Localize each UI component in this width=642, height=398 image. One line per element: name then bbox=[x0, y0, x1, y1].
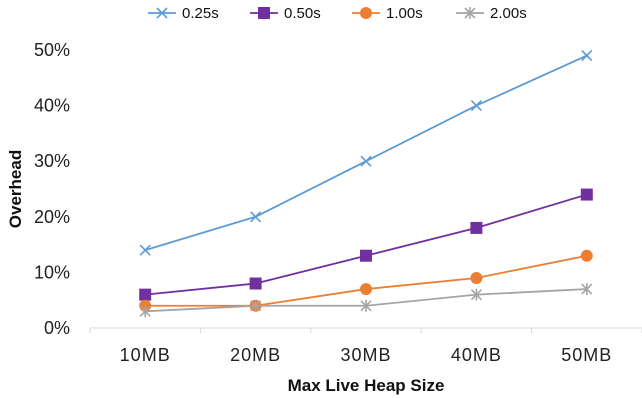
y-tick-label: 40% bbox=[34, 96, 70, 116]
data-point bbox=[580, 188, 593, 201]
data-point bbox=[249, 277, 262, 290]
data-point bbox=[470, 221, 483, 234]
legend: 0.25s 0.50s 1.00s 2.00s bbox=[148, 5, 527, 22]
y-tick-label: 0% bbox=[44, 318, 70, 338]
legend-marker bbox=[360, 7, 372, 19]
data-point bbox=[250, 299, 262, 312]
series-0.50s bbox=[139, 188, 593, 301]
y-axis: 0% 10% 20% 30% 40% 50% bbox=[34, 40, 70, 338]
series-line bbox=[145, 193, 588, 296]
data-point bbox=[360, 299, 372, 312]
data-point bbox=[250, 211, 262, 223]
series-line bbox=[145, 254, 587, 307]
legend-label: 0.25s bbox=[182, 5, 219, 22]
y-tick-label: 10% bbox=[34, 262, 70, 282]
data-point bbox=[139, 305, 151, 318]
legend-label: 1.00s bbox=[386, 5, 423, 22]
y-axis-title: Overhead bbox=[6, 150, 25, 228]
x-tick-label: 30MB bbox=[340, 345, 391, 365]
data-point bbox=[139, 288, 152, 301]
y-tick-label: 20% bbox=[34, 207, 70, 227]
x-tick-label: 40MB bbox=[451, 345, 502, 365]
data-point bbox=[470, 100, 482, 112]
x-axis-title: Max Live Heap Size bbox=[288, 376, 445, 395]
x-tick-label: 50MB bbox=[561, 345, 612, 365]
data-point bbox=[470, 271, 483, 284]
legend-item: 0.50s bbox=[250, 5, 321, 22]
legend-marker bbox=[464, 7, 476, 19]
series-line bbox=[144, 54, 588, 252]
data-point bbox=[360, 283, 372, 296]
data-point bbox=[360, 155, 372, 167]
legend-label: 0.50s bbox=[284, 5, 321, 22]
y-tick-label: 50% bbox=[34, 40, 70, 60]
legend-item: 0.25s bbox=[148, 5, 219, 22]
legend-item: 1.00s bbox=[352, 5, 423, 22]
data-point bbox=[360, 249, 372, 262]
legend-marker bbox=[156, 7, 168, 19]
y-tick-label: 30% bbox=[34, 151, 70, 171]
legend-marker bbox=[258, 7, 270, 19]
x-axis: 10MB 20MB 30MB 40MB 50MB bbox=[89, 327, 642, 365]
data-point bbox=[139, 244, 151, 256]
x-tick-label: 20MB bbox=[230, 345, 281, 365]
series-2.00s bbox=[139, 283, 593, 318]
data-point bbox=[470, 288, 482, 301]
series-layer bbox=[139, 49, 593, 318]
data-point bbox=[580, 249, 593, 262]
series-0.25s bbox=[139, 49, 593, 256]
data-point bbox=[581, 49, 593, 62]
legend-label: 2.00s bbox=[490, 5, 527, 22]
legend-item: 2.00s bbox=[456, 5, 527, 22]
x-tick-label: 10MB bbox=[120, 345, 171, 365]
data-point bbox=[581, 283, 593, 296]
